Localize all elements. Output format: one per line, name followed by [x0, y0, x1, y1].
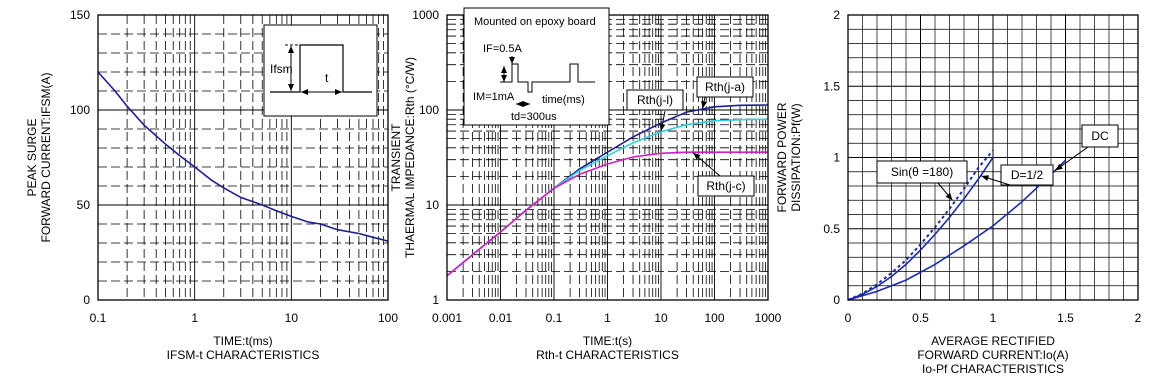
- x-tick-label: 0.01: [489, 311, 513, 325]
- if-arrow-head: [509, 57, 515, 64]
- y-tick-label: 1000: [412, 8, 439, 22]
- y-tick-label: 1: [833, 151, 840, 165]
- callout-sin-text: Sin(θ =180): [891, 165, 953, 179]
- chart-caption: Rth-t CHARACTERISTICS: [536, 348, 679, 362]
- inset-box: [263, 24, 378, 117]
- inset-im-label: IM=1mA: [473, 91, 515, 103]
- callout-rth-jl-arrow-head: [659, 123, 666, 132]
- inset-box: [463, 7, 610, 126]
- y-tick-label: 0: [833, 293, 840, 307]
- x-tick-label: 1: [604, 311, 611, 325]
- callout-d12-arrow-head: [981, 175, 989, 181]
- inset-t-label: t: [325, 71, 329, 85]
- callout-rth-jl-box: [626, 89, 684, 111]
- chart-caption: IFSM-t CHARACTERISTICS: [167, 348, 320, 362]
- callout-dc-text: DC: [1091, 129, 1109, 143]
- series-line-1: [97, 71, 389, 242]
- x-tick-label: 1: [990, 311, 997, 325]
- series-line-sin-180-: [847, 149, 994, 301]
- x-tick-label: 100: [704, 311, 724, 325]
- callout-sin-box: [876, 160, 968, 184]
- callout-rth-jc-text: Rth(j-c): [706, 179, 745, 193]
- x-tick-label: 0: [845, 311, 852, 325]
- im-arrow-up-head: [501, 66, 507, 73]
- x-axis-label: AVERAGE RECTIFIED: [931, 334, 1055, 348]
- x-tick-label: 0.001: [432, 311, 462, 325]
- pulse-train-a: [500, 63, 548, 93]
- x-tick-label: 0.5: [912, 311, 929, 325]
- y-tick-label: 0: [83, 293, 90, 307]
- x-tick-label: 2: [1135, 311, 1142, 325]
- callout-sin-arrow-head: [945, 193, 953, 201]
- x-axis-label: TIME:t(ms): [213, 334, 272, 348]
- ifsm-arrow-up-head: [288, 46, 294, 53]
- inset-ifsm-label: Ifsm: [270, 62, 293, 76]
- x-axis-label: TIME:t(s): [583, 334, 632, 348]
- plot-frame: [97, 14, 389, 301]
- y-tick-label: 0.5: [823, 222, 840, 236]
- ifsm-arrow-down-head: [288, 84, 294, 91]
- y-axis-label: FORWARD POWER: [775, 102, 789, 212]
- inset-ifsm: Ifsm t: [263, 24, 378, 117]
- y-tick-label: 50: [77, 198, 91, 212]
- callout-rth-ja-arrow-head: [701, 100, 707, 109]
- callout-rth-ja-box: [696, 76, 754, 98]
- t-arrow-right-head: [335, 89, 342, 95]
- callout-dc-arrow-head: [1055, 163, 1063, 171]
- inset-if-label: IF=0.5A: [483, 43, 522, 55]
- y-axis-label: FORWARD CURRENT:IFSM(A): [39, 73, 53, 243]
- y-tick-label: 100: [70, 103, 90, 117]
- x-tick-label: 10: [285, 311, 299, 325]
- callouts-iopf: Sin(θ =180) D=1/2 DC: [876, 124, 1119, 201]
- y-axis-label: TRANSIENT: [389, 123, 403, 192]
- x-tick-label: 10: [654, 311, 668, 325]
- t-arrow-left-head: [301, 89, 308, 95]
- x-tick-label: 0.1: [90, 311, 107, 325]
- series-line-d-1-2: [847, 157, 994, 301]
- chart-2: 0.001 0.01 0.1 1 10 100 1000 1 10 100 1000 TIME:t(s…: [389, 8, 782, 362]
- callout-d12-text: D=1/2: [1011, 168, 1044, 182]
- callout-rth-ja-text: Rth(j-a): [705, 80, 745, 94]
- y-tick-label: 10: [426, 198, 440, 212]
- inset-td-label: td=300us: [511, 111, 557, 123]
- grid-lines-3: [848, 15, 1138, 300]
- y-tick-label: 100: [419, 103, 439, 117]
- y-tick-label: 2: [833, 8, 840, 22]
- plot-frame: [847, 14, 1139, 301]
- x-axis-label: FORWARD CURRENT:Io(A): [917, 348, 1068, 362]
- y-tick-label: 1.5: [823, 79, 840, 93]
- x-tick-label: 1000: [755, 311, 782, 325]
- y-axis-label: THAERMAL IMPEDANCE:Rth (°C/W): [403, 57, 417, 258]
- callout-rth-jl-text: Rth(j-l): [637, 93, 673, 107]
- td-arrow-left-head: [516, 101, 523, 107]
- x-tick-label: 0.1: [546, 311, 563, 325]
- callout-d12-box: [1000, 164, 1054, 186]
- x-tick-label: 1.5: [1057, 311, 1074, 325]
- series-line-rth-j-c-: [446, 151, 768, 277]
- y-axis-label: PEAK SURGE: [25, 118, 39, 196]
- inset-time-label: time(ms): [542, 94, 585, 106]
- inset-rth: Mounted on epoxy board IF=0.5A IM=1mA time(…: [463, 7, 755, 197]
- inset-mounted-label: Mounted on epoxy board: [474, 16, 596, 28]
- callout-dc-box: [1081, 124, 1119, 148]
- callout-rth-jc-box: [697, 175, 755, 197]
- x-tick-label: 100: [378, 311, 398, 325]
- callout-rth-jc-arrow-head: [693, 152, 701, 160]
- y-tick-label: 150: [70, 8, 90, 22]
- y-axis-label: DISSIPATION:Pf(W): [789, 103, 803, 211]
- chart-caption: Io-Pf CHARACTERISTICS: [922, 362, 1064, 376]
- pulse-shape: [270, 44, 372, 93]
- y-tick-label: 1: [432, 293, 439, 307]
- x-tick-label: 1: [191, 311, 198, 325]
- im-arrow-down-head: [501, 75, 507, 82]
- td-arrow-right-head: [523, 101, 530, 107]
- pulse-train-b: [548, 63, 595, 83]
